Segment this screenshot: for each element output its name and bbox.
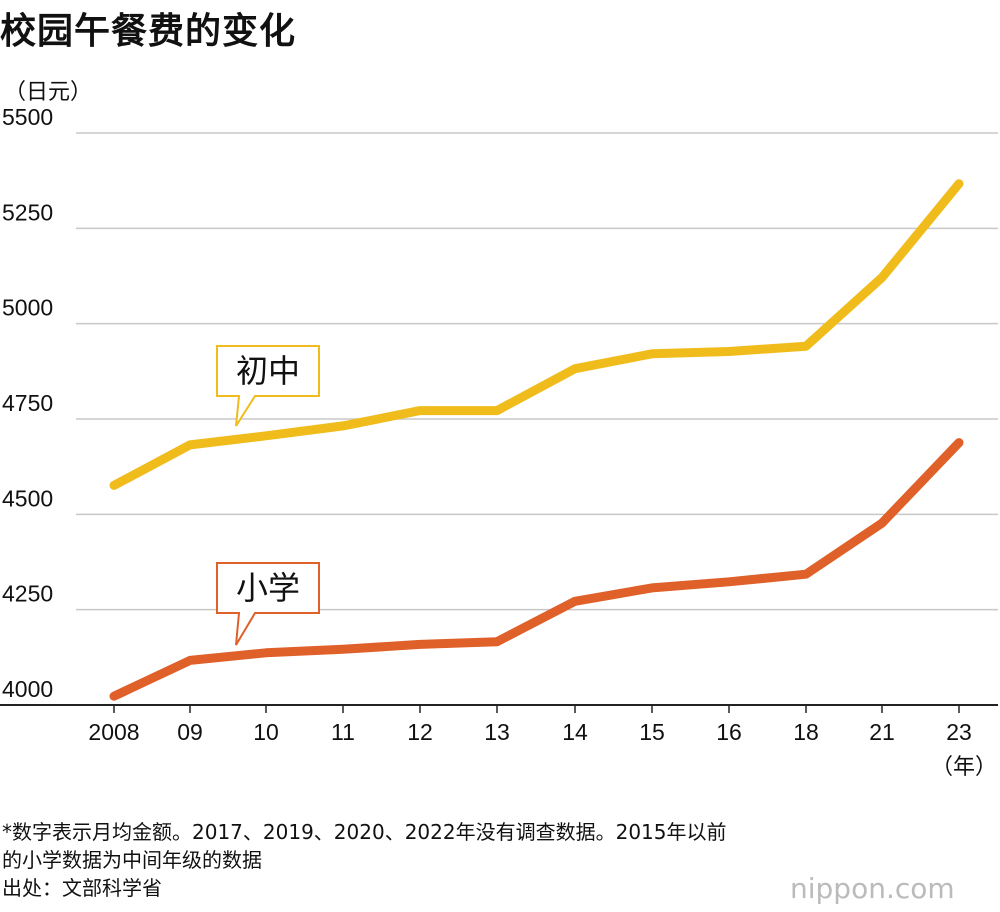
footnote-line-1: *数字表示月均金额。2017、2019、2020、2022年没有调查数据。201…	[2, 820, 727, 844]
series-callout-box	[216, 345, 320, 427]
series-callout-box	[216, 562, 320, 646]
x-tick-label: 14	[562, 719, 588, 745]
watermark-logo: nippon.com	[790, 872, 955, 905]
x-tick-label: 16	[716, 719, 742, 745]
y-axis-unit-label: （日元）	[4, 80, 93, 105]
chart-title: 校园午餐费的变化	[0, 11, 297, 52]
y-tick-label: 4250	[2, 581, 53, 607]
y-tick-label: 5000	[2, 295, 53, 321]
x-tick-label: 15	[639, 719, 665, 745]
x-tick-label: 18	[793, 719, 819, 745]
x-tick-label: 23	[946, 719, 972, 745]
source-note: 出处：文部科学省	[2, 876, 162, 900]
footnotes: *数字表示月均金额。2017、2019、2020、2022年没有调查数据。201…	[2, 818, 727, 902]
x-tick-label: 2008	[88, 719, 139, 745]
y-tick-label: 5500	[2, 104, 53, 130]
x-tick-label: 11	[331, 719, 355, 745]
series-line	[109, 179, 964, 490]
y-tick-label: 4500	[2, 485, 53, 511]
series-line	[109, 438, 964, 701]
series-callout-label: 小学	[236, 569, 300, 607]
x-tick-label: 21	[869, 719, 895, 745]
footnote-line-2: 的小学数据为中间年级的数据	[2, 848, 262, 872]
y-tick-label: 4000	[2, 676, 53, 702]
x-tick-label: 12	[407, 719, 433, 745]
x-axis-unit-label: （年）	[931, 755, 997, 780]
x-tick-label: 13	[484, 719, 510, 745]
series-callout-label: 初中	[236, 352, 300, 390]
y-tick-label: 4750	[2, 390, 53, 416]
y-tick-label: 5250	[2, 199, 53, 225]
x-tick-label: 09	[177, 719, 203, 745]
x-tick-label: 10	[253, 719, 279, 745]
